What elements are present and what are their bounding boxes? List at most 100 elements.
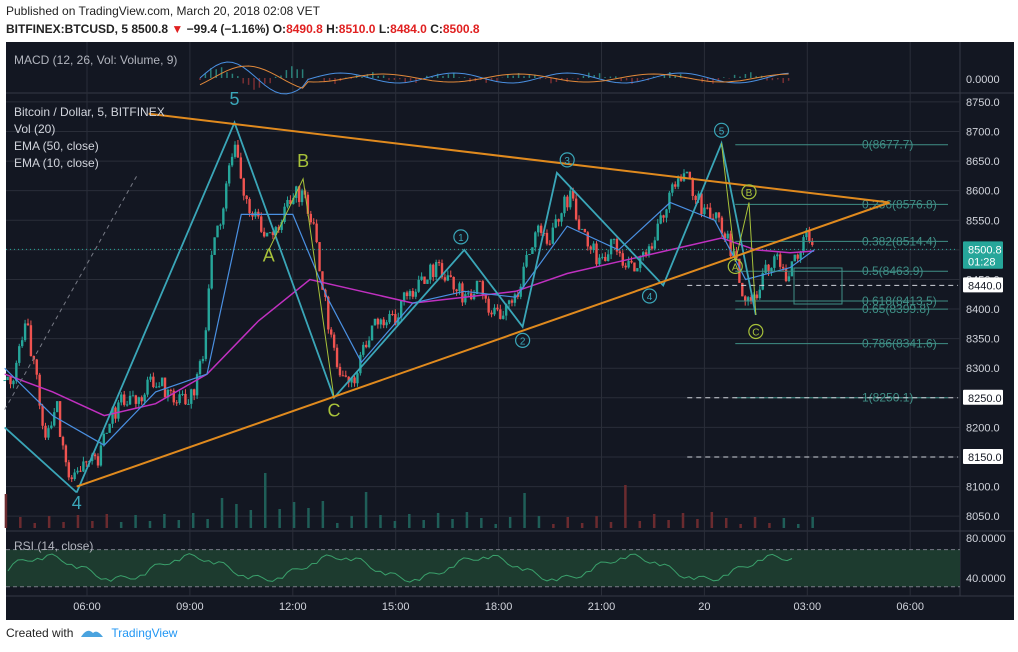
volume-bar [422, 520, 425, 528]
candle-body [306, 194, 310, 214]
candle-body [612, 239, 616, 241]
candle-body [641, 252, 645, 257]
candle-body [184, 393, 187, 405]
candle-body [528, 254, 531, 256]
candle-body [137, 397, 140, 404]
fib-label: 0(8677.7) [862, 138, 913, 152]
fib-label: 0.5(8463.9) [862, 264, 923, 278]
candle-body [621, 253, 624, 266]
y-tick-label: 8350.0 [966, 334, 1000, 346]
y-tick-label: 8400.0 [966, 304, 1000, 316]
candle-body [35, 359, 38, 375]
candle-body [82, 461, 85, 472]
x-tick-label: 15:00 [382, 601, 410, 613]
volume-bar [782, 518, 786, 528]
candle-body [580, 228, 584, 230]
candle-body [376, 318, 380, 325]
candle-body [432, 264, 435, 278]
candle-body [192, 389, 196, 396]
candle-body [688, 171, 692, 179]
candle-body [265, 232, 269, 237]
candle-body [359, 354, 362, 374]
candle-body [720, 217, 724, 234]
candle-body [583, 228, 587, 233]
candle-body [805, 230, 808, 238]
candle-body [560, 213, 563, 222]
candle-body [741, 282, 744, 297]
wave-label: C [327, 401, 340, 421]
candle-body [507, 300, 511, 304]
wave-label: 4 [72, 493, 82, 513]
candle-body [160, 377, 164, 387]
target-box [793, 267, 843, 305]
candle-body [332, 334, 336, 348]
candle-body [210, 254, 213, 289]
candle-body [461, 283, 464, 303]
candle-body [554, 219, 557, 228]
ema50-line [4, 237, 815, 417]
footer: Created with TradingView [6, 626, 177, 640]
tradingview-brand[interactable]: TradingView [111, 626, 178, 640]
candle-body [9, 376, 12, 385]
wave-circle-label: 2 [520, 336, 526, 347]
close-label: C: [430, 22, 443, 36]
volume-bar [4, 494, 8, 528]
y-tick-label: 8200.0 [966, 422, 1000, 434]
price-tag-label: 8440.0 [968, 280, 1002, 292]
candle-body [397, 317, 400, 325]
x-tick-label: 06:00 [73, 601, 101, 613]
volume-bar [480, 518, 483, 528]
close-value: 8500.8 [442, 22, 480, 36]
candle-body [225, 183, 228, 209]
trendline-upper [148, 112, 890, 204]
candle-body [496, 307, 499, 310]
candle-body [595, 243, 598, 265]
candle-body [534, 232, 537, 248]
candle-body [20, 340, 24, 347]
x-tick-label: 06:00 [896, 601, 924, 613]
candle-body [589, 246, 592, 250]
candle-body [787, 276, 791, 282]
price-tag [963, 389, 1003, 405]
candle-body [449, 275, 452, 277]
candle-body [152, 376, 155, 388]
chart-canvas[interactable]: 8050.0 8100.0 8150.0 8200.0 8250.0 8300.0 8350… [0, 0, 1018, 620]
volume-bar [681, 513, 685, 528]
candle-body [604, 256, 607, 261]
candle-body [388, 314, 391, 323]
candle-body [405, 292, 409, 297]
candle-body [105, 432, 108, 434]
candle-body [572, 190, 575, 199]
candle-body [770, 267, 773, 272]
candle-body [773, 256, 776, 268]
candle-body [493, 307, 496, 315]
candle-body [592, 243, 595, 250]
candle-body [764, 264, 767, 274]
candle-body [443, 277, 447, 281]
candle-body [67, 462, 71, 478]
indicator-ema50: EMA (50, close) [14, 139, 99, 153]
candle-body [318, 242, 321, 272]
wave-circle-marker [741, 184, 757, 200]
wave-circle-label: 4 [647, 292, 653, 303]
candle-body [131, 395, 135, 397]
candle-body [647, 246, 651, 255]
y-tick-label: 8600.0 [966, 186, 1000, 198]
volume-bar [134, 515, 137, 528]
rsi-label: RSI (14, close) [14, 539, 93, 553]
candle-body [499, 309, 502, 319]
open-value: 8490.8 [286, 22, 323, 36]
candle-body [779, 254, 782, 267]
x-tick-label: 09:00 [176, 601, 204, 613]
wave-circle-label: 1 [458, 233, 464, 244]
candle-body [207, 288, 210, 331]
candle-body [300, 190, 304, 203]
candle-body [260, 216, 263, 232]
volume-bar [47, 516, 51, 528]
candle-body [117, 402, 120, 419]
volume-bar [206, 519, 209, 528]
volume-bar [537, 516, 541, 528]
volume-bar [33, 523, 36, 528]
volume-bar [307, 508, 310, 528]
candle-body [286, 199, 289, 207]
